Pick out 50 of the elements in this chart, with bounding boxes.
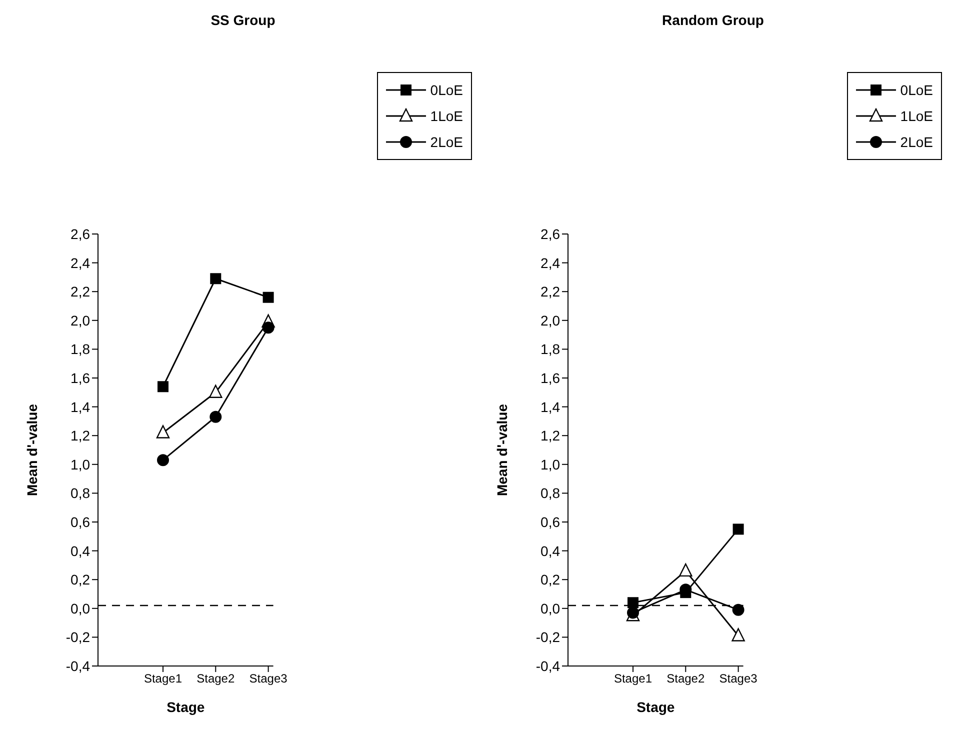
y-tick-label: 2,4 xyxy=(70,254,90,271)
y-axis-title: Mean d'-value xyxy=(494,404,510,496)
y-tick-label: 1,2 xyxy=(540,428,560,444)
x-axis-title: Stage xyxy=(166,699,205,715)
y-tick-label: 0,8 xyxy=(70,485,90,502)
x-tick-label: Stage3 xyxy=(249,672,288,686)
y-tick-label: 1,8 xyxy=(70,341,90,358)
y-tick-label: 2,2 xyxy=(70,284,90,300)
x-tick-label: Stage1 xyxy=(144,672,182,686)
y-tick-label: 0,6 xyxy=(540,514,560,530)
y-tick-label: 2,4 xyxy=(540,254,560,271)
x-tick-label: Stage1 xyxy=(614,672,652,686)
legend-label: 2LoE xyxy=(430,134,463,150)
y-tick-label: 0,0 xyxy=(70,600,90,616)
chart-title: SS Group xyxy=(210,11,276,30)
legend-label: 1LoE xyxy=(900,108,933,124)
y-tick-label: -0,4 xyxy=(536,658,560,674)
x-tick-label: Stage3 xyxy=(719,672,758,686)
y-tick-label: 2,0 xyxy=(540,312,560,328)
y-axis-title: Mean d'-value xyxy=(24,404,40,496)
x-axis-title: Stage xyxy=(636,699,675,715)
y-tick-label: 1,6 xyxy=(540,370,560,386)
y-tick-label: 0,2 xyxy=(70,572,90,588)
y-tick-label: 2,6 xyxy=(540,226,560,242)
y-tick-label: 0,4 xyxy=(70,542,90,559)
y-tick-label: 1,0 xyxy=(540,456,560,472)
y-tick-label: -0,4 xyxy=(66,658,90,674)
y-tick-label: 1,2 xyxy=(70,428,90,444)
x-tick-label: Stage2 xyxy=(196,672,235,686)
y-tick-label: 2,6 xyxy=(70,226,90,242)
y-tick-label: 0,6 xyxy=(70,514,90,530)
legend-label: 0LoE xyxy=(430,82,463,98)
y-tick-label: 0,0 xyxy=(540,600,560,616)
y-tick-label: 2,2 xyxy=(540,284,560,300)
legend-label: 1LoE xyxy=(430,108,463,124)
y-tick-label: 1,4 xyxy=(540,398,560,415)
y-tick-label: 2,0 xyxy=(70,312,90,328)
y-tick-label: 0,2 xyxy=(540,572,560,588)
y-tick-label: -0,2 xyxy=(536,629,560,646)
y-tick-label: 1,6 xyxy=(70,370,90,386)
x-tick-label: Stage2 xyxy=(666,672,705,686)
legend-label: 0LoE xyxy=(900,82,933,98)
y-tick-label: -0,2 xyxy=(66,629,90,646)
legend-label: 2LoE xyxy=(900,134,933,150)
y-tick-label: 1,8 xyxy=(540,341,560,358)
y-tick-label: 1,4 xyxy=(70,398,90,415)
chart-title: Random Group xyxy=(661,11,765,30)
y-tick-label: 1,0 xyxy=(70,456,90,472)
y-tick-label: 0,4 xyxy=(540,542,560,559)
y-tick-label: 0,8 xyxy=(540,485,560,502)
